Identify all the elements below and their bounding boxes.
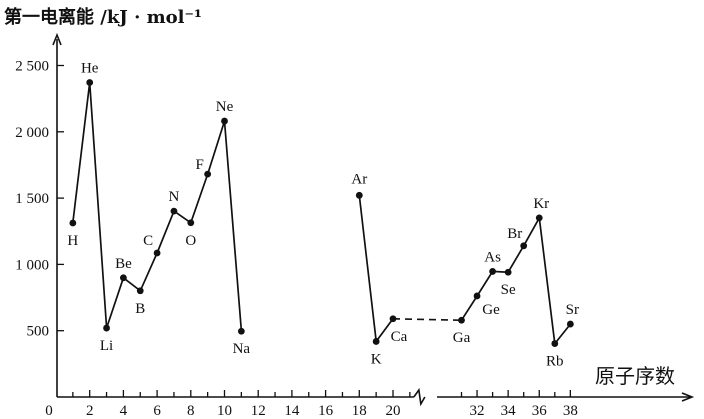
x-tick-label: 6 — [153, 403, 161, 419]
y-tick-label: 2 000 — [15, 125, 49, 141]
series-line — [358, 195, 394, 344]
data-point-f — [204, 170, 212, 178]
x-tick-label: 20 — [386, 403, 401, 419]
x-tick-label: 32 — [470, 403, 485, 419]
element-label-li: Li — [100, 338, 113, 354]
element-label-br: Br — [507, 226, 522, 242]
element-label-ca: Ca — [391, 329, 408, 345]
x-tick-label: 14 — [284, 403, 300, 419]
element-labels: H He Li Be B C N O F Ne Na Ar K Ca Ga Ge As Se Br Kr Rb Sr — [67, 60, 579, 369]
data-point-he — [86, 79, 94, 86]
x-tick-label: 18 — [352, 403, 367, 419]
y-tick-label: 1 000 — [15, 257, 49, 273]
dashed-connector — [392, 317, 462, 322]
y-tick-label: 500 — [27, 324, 50, 340]
element-label-ar: Ar — [351, 171, 367, 187]
data-point-li — [103, 324, 110, 332]
element-label-be: Be — [115, 256, 132, 272]
x-tick-label: 12 — [251, 403, 266, 419]
data-point-k — [372, 338, 380, 345]
element-label-rb: Rb — [546, 354, 564, 370]
data-point-ne — [221, 117, 228, 125]
element-label-he: He — [81, 60, 99, 76]
data-point-as — [489, 268, 496, 275]
element-label-n: N — [169, 189, 180, 205]
data-point-sr — [566, 320, 574, 328]
x-tick-label: 4 — [120, 403, 128, 419]
element-label-h: H — [67, 233, 78, 249]
data-point-rb — [551, 340, 559, 347]
data-point-be — [120, 274, 127, 282]
x-axis-break — [413, 387, 426, 407]
data-point-b — [136, 287, 144, 295]
y-tick-label: 1 500 — [15, 191, 49, 207]
y-axis-label: 第一电离能 /kJ · mol⁻¹ — [4, 6, 202, 28]
data-points — [69, 79, 574, 347]
element-label-na: Na — [233, 341, 251, 357]
element-label-kr: Kr — [533, 196, 549, 212]
data-point-ge — [473, 292, 481, 300]
element-label-o: O — [185, 233, 196, 249]
x-tick-label: 34 — [501, 403, 517, 419]
axes: 500 1 000 1 500 2 000 2 500 2 4 6 8 10 12 14 16 18 20 3… — [15, 32, 695, 419]
element-label-se: Se — [501, 282, 516, 298]
data-point-kr — [535, 214, 543, 222]
data-point-br — [520, 242, 528, 250]
data-point-o — [187, 219, 195, 227]
data-point-c — [153, 249, 161, 257]
element-label-k: K — [371, 351, 382, 367]
data-point-h — [69, 219, 77, 227]
element-label-c: C — [143, 233, 153, 249]
x-tick-label: 2 — [86, 403, 94, 419]
x-tick-label: 38 — [563, 403, 578, 419]
element-label-ga: Ga — [453, 330, 471, 346]
y-tick-label: 2 500 — [15, 59, 49, 75]
element-label-f: F — [195, 157, 203, 173]
data-point-n — [170, 207, 178, 215]
data-point-ca — [389, 315, 397, 323]
element-label-ge: Ge — [482, 302, 500, 318]
x-tick-label: 10 — [217, 403, 232, 419]
series-line — [460, 215, 572, 346]
x-tick-label: 8 — [187, 403, 195, 419]
data-point-ga — [458, 316, 465, 324]
element-label-b: B — [135, 301, 145, 317]
x-axis-label: 原子序数 — [595, 364, 675, 388]
element-label-sr: Sr — [566, 302, 579, 318]
data-point-na — [237, 327, 245, 335]
x-tick-label: 16 — [318, 403, 334, 419]
series-line — [71, 82, 243, 332]
x-origin-label: 0 — [45, 403, 53, 419]
element-label-ne: Ne — [216, 99, 234, 115]
element-label-as: As — [484, 249, 501, 265]
x-tick-label: 36 — [532, 403, 548, 419]
x-axis-arrow — [681, 392, 695, 402]
y-axis-arrow — [52, 32, 62, 46]
data-point-ar — [355, 191, 363, 199]
data-point-se — [504, 268, 512, 276]
